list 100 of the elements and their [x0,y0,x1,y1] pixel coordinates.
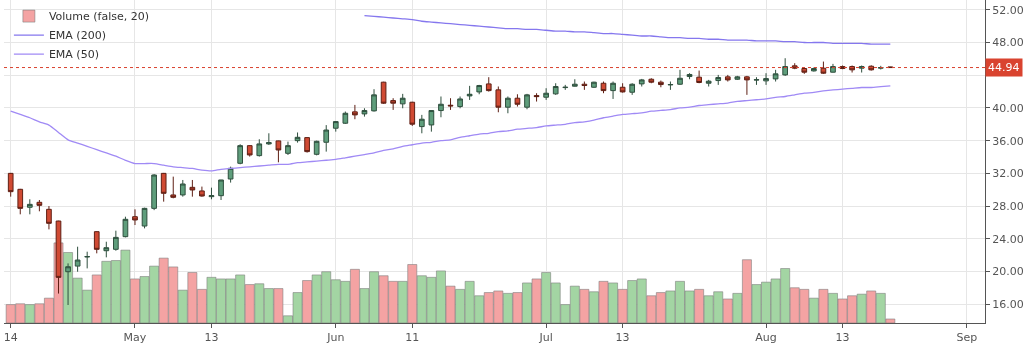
candlestick [399,93,406,109]
line-series [363,14,891,45]
legend-label: EMA (50) [48,48,99,62]
candlestick [495,86,502,113]
candlestick [638,78,645,88]
candlestick [485,76,492,93]
candlestick [571,78,578,88]
candlestick [93,230,100,254]
candlestick [734,75,741,81]
candlestick [304,136,310,154]
candlestick [380,81,387,105]
x-tick-label: 13 [835,331,850,343]
candlestick [514,93,521,108]
candlestick [266,132,272,146]
candlestick [46,205,52,230]
line-series [10,85,891,172]
candlestick [189,179,196,198]
x-tick-label: May [123,331,147,343]
x-tick-label: 11 [405,331,420,343]
candlestick [26,198,33,215]
candlestick [227,166,234,184]
candlestick [438,95,444,118]
candlestick [352,104,358,120]
candlestick [533,92,540,103]
candlestick [619,82,626,94]
candlestick [246,144,253,158]
candlestick [285,141,291,156]
candlestick [505,95,511,114]
candlestick [218,179,224,201]
y-tick-label: 36.00 [992,134,1024,148]
candlestick [122,216,129,238]
candlestick [658,80,664,88]
candlestick [447,97,454,111]
candlestick [724,74,731,83]
candlestick [772,69,779,83]
candlestick [132,208,138,226]
x-tick-label: Jul [538,331,553,343]
candlestick [208,187,215,200]
x-tick-label: 13 [204,331,219,343]
candlestick [390,97,396,111]
candlestick [65,262,71,306]
candlestick [113,230,119,252]
candlestick [7,172,14,198]
candlestick [581,81,588,91]
candlestick [629,82,636,96]
candlestick [715,74,722,86]
candlestick [179,179,186,198]
x-tick-label: Aug [755,331,777,343]
y-tick-label: 28.00 [992,199,1024,213]
candlestick [103,241,110,258]
candlestick [591,81,597,89]
ref-line-label: 44.94 [988,61,1020,74]
y-tick-label: 24.00 [992,232,1024,246]
candlestick [84,251,91,269]
candlestick [763,72,769,86]
candlestick [361,107,368,118]
candlestick [294,131,301,144]
candlestick [36,199,43,212]
y-tick-label: 52.00 [992,3,1024,17]
candlestick [696,70,702,84]
y-tick-label: 48.00 [992,36,1024,50]
candlestick [332,120,339,133]
candlestick [17,188,24,215]
x-tick-label: 13 [615,331,630,343]
candlestick [141,207,148,229]
candlestick [543,87,549,101]
candlestick [562,84,569,91]
candlestick [275,140,282,163]
candlestick [457,95,463,109]
candlestick [418,114,425,134]
candlestick [323,124,330,153]
y-tick-label: 32.00 [992,167,1024,181]
x-tick-label: 14 [3,331,18,343]
y-tick-label: 20.00 [992,265,1024,279]
legend-label: Volume (false, 20) [48,10,150,24]
candlestick [466,85,473,101]
candlestick [256,138,263,158]
candlestick [151,173,157,211]
candlestick [524,93,530,110]
candlestick [648,77,655,84]
y-tick-label: 16.00 [992,298,1024,312]
candlestick [782,57,789,77]
candlestick [610,81,616,100]
candlestick [877,65,884,71]
legend-label: EMA (200) [48,29,106,43]
candlestick [342,111,349,125]
candlestick [667,81,674,91]
candlestick [199,186,205,198]
candlestick [476,84,483,95]
candlestick [428,109,435,133]
candlestick [753,76,760,86]
candlestick [237,143,244,165]
candlestick [313,140,320,156]
candlestick [74,246,81,273]
candlestick [744,75,750,96]
x-tick-label: Sep [956,331,978,343]
candlestick [409,101,416,127]
candlestick [705,79,712,88]
candlestick [686,72,693,80]
candlestick [677,69,683,86]
